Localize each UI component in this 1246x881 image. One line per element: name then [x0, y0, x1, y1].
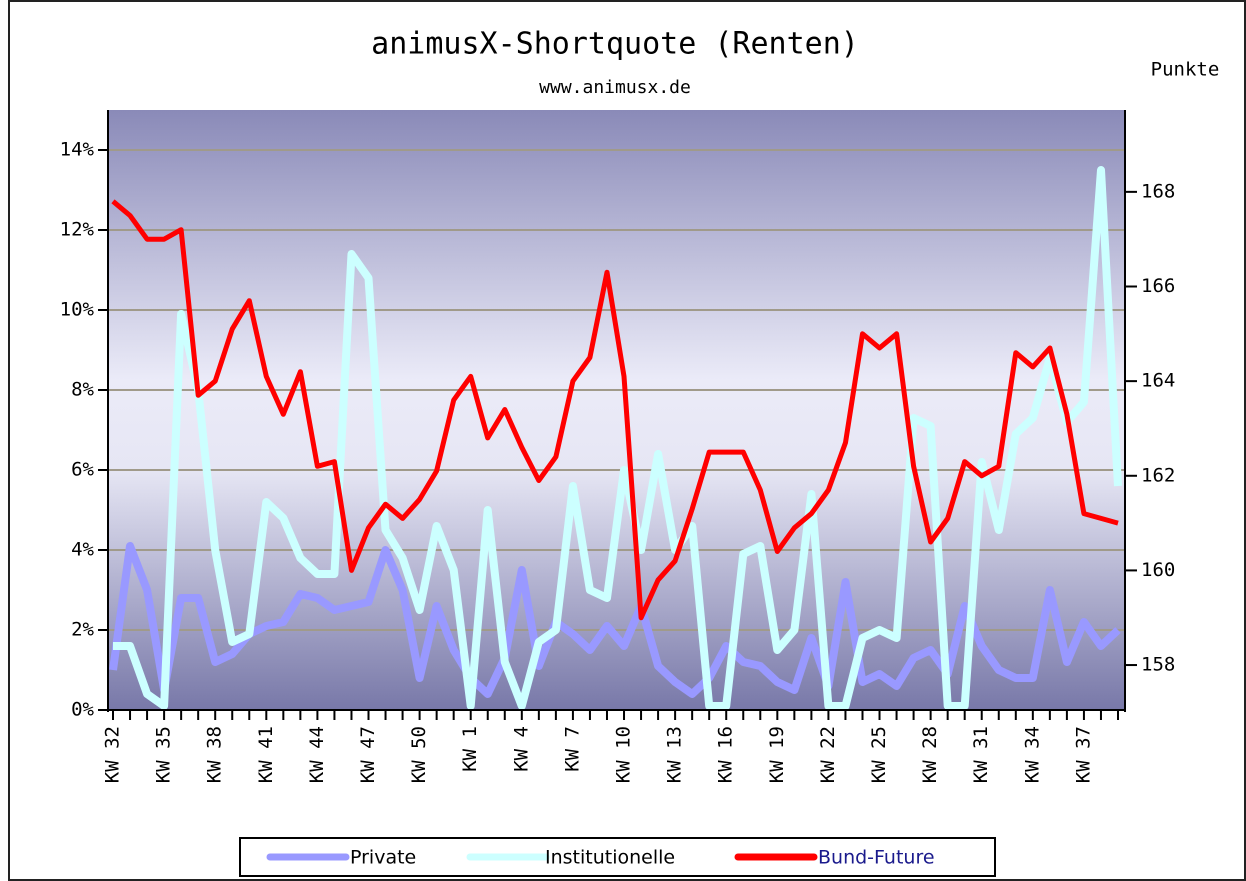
x-tick-label: KW 32 [102, 726, 124, 783]
x-tick-label: KW 7 [561, 726, 583, 772]
x-tick-label: KW 25 [868, 726, 890, 783]
series-line [113, 166, 1122, 710]
series-line [109, 542, 1121, 698]
y-tick-label: 0% [71, 699, 94, 721]
x-tick-label: KW 47 [357, 726, 379, 783]
plot-area [108, 110, 1125, 710]
x-tick-label: KW 4 [510, 726, 532, 772]
y-tick-label: 14% [60, 139, 95, 161]
y2-axis-label: Punkte [1151, 59, 1220, 81]
y-tick-label: 8% [71, 379, 94, 401]
y2-tick-label: 168 [1141, 180, 1175, 202]
x-tick-label: KW 10 [613, 726, 635, 783]
legend: Private Institutionelle Bund-Future [239, 837, 996, 877]
y-tick-label: 6% [71, 459, 94, 481]
x-tick-label: KW 37 [1072, 726, 1094, 783]
y2-tick-label: 162 [1141, 464, 1175, 486]
axes: 0% 2% 4% 6% 8% 10% 12% 14% 158 160 162 164 166 168 KW … [60, 110, 1175, 783]
x-tick-label: KW 31 [970, 726, 992, 783]
y2-tick-label: 158 [1141, 654, 1175, 676]
y-tick-label: 10% [60, 299, 95, 321]
x-tick-label: KW 44 [306, 726, 328, 783]
x-tick-label: KW 28 [919, 726, 941, 783]
x-tick-label: KW 50 [408, 726, 430, 783]
x-tick-label: KW 19 [766, 726, 788, 783]
y2-tick-label: 166 [1141, 275, 1175, 297]
y-tick-label: 2% [71, 619, 94, 641]
y2-tick-label: 164 [1141, 370, 1175, 392]
x-tick-label: KW 22 [817, 726, 839, 783]
chart-subtitle: www.animusx.de [539, 77, 691, 98]
x-tick-label: KW 34 [1021, 726, 1043, 783]
x-tick-label: KW 41 [255, 726, 277, 783]
legend-label: Bund-Future [818, 847, 935, 869]
legend-label: Institutionelle [545, 847, 675, 869]
series-line [111, 199, 1119, 621]
legend-label: Private [350, 847, 416, 869]
x-tick-label: KW 1 [459, 726, 481, 772]
y2-tick-label: 160 [1141, 559, 1175, 581]
lines [109, 166, 1122, 710]
x-tick-label: KW 38 [204, 726, 226, 783]
x-tick-label: KW 13 [664, 726, 686, 783]
y-tick-label: 4% [71, 539, 94, 561]
legend-box [239, 837, 996, 877]
x-tick-label: KW 16 [715, 726, 737, 783]
chart-title: animusX-Shortquote (Renten) [371, 27, 859, 62]
y-tick-label: 12% [60, 219, 95, 241]
x-tick-label: KW 35 [153, 726, 175, 783]
